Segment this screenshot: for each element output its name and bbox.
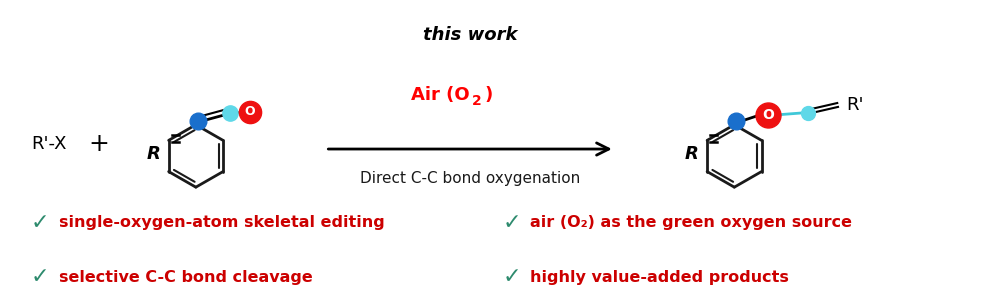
Text: single-oxygen-atom skeletal editing: single-oxygen-atom skeletal editing — [59, 215, 384, 230]
Text: selective C-C bond cleavage: selective C-C bond cleavage — [59, 270, 312, 285]
Text: Direct C-C bond oxygenation: Direct C-C bond oxygenation — [360, 171, 580, 186]
Text: R': R' — [846, 96, 864, 114]
Text: ✓: ✓ — [31, 267, 49, 287]
Text: R: R — [685, 145, 699, 163]
Text: highly value-added products: highly value-added products — [530, 270, 789, 285]
Text: ✓: ✓ — [31, 213, 49, 233]
Text: O: O — [762, 108, 774, 122]
Text: Air (O: Air (O — [412, 85, 470, 104]
Text: R: R — [147, 145, 161, 163]
Text: O: O — [244, 105, 255, 118]
Text: +: + — [89, 132, 109, 156]
Text: ✓: ✓ — [502, 267, 521, 287]
Text: this work: this work — [423, 26, 517, 44]
Text: 2: 2 — [472, 95, 482, 109]
Text: ✓: ✓ — [502, 213, 521, 233]
Text: ): ) — [484, 85, 492, 104]
Text: air (O₂) as the green oxygen source: air (O₂) as the green oxygen source — [530, 215, 852, 230]
Text: R'-X: R'-X — [32, 135, 67, 153]
